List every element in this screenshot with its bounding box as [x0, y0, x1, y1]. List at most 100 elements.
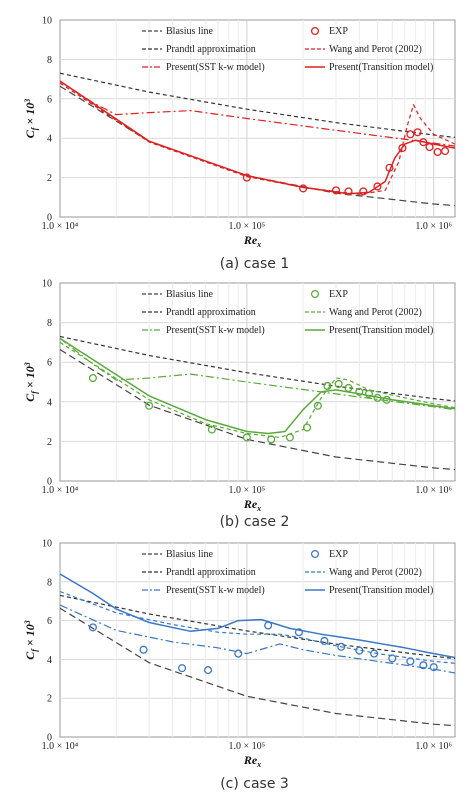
- y-tick-label: 10: [42, 279, 52, 290]
- y-tick-label: 8: [47, 318, 52, 329]
- y-axis-label: Cf × 103: [23, 362, 39, 402]
- y-tick-label: 10: [42, 16, 52, 27]
- exp-marker: [313, 401, 322, 410]
- exp-marker: [406, 130, 415, 139]
- legend-entry: Present(SST k-w model): [166, 325, 265, 336]
- chart-panel-1: 0 2 4 6 8 10 1.0 × 10⁴ 1.0 × 10⁵ 1.0 × 10⁶ Cf × 1…: [23, 16, 456, 272]
- x-tick-label: 1.0 × 10⁵: [229, 221, 266, 232]
- legend-entry: Present(SST k-w model): [166, 62, 265, 73]
- series-line-blasius-line: [60, 348, 455, 471]
- y-tick-label: 8: [47, 55, 52, 66]
- panel-caption: (a) case 1: [220, 256, 290, 272]
- exp-marker: [364, 389, 373, 398]
- x-tick-label: 1.0 × 10⁴: [42, 485, 79, 496]
- y-tick-label: 6: [47, 358, 52, 369]
- exp-marker: [382, 395, 391, 404]
- x-tick-label: 1.0 × 10⁴: [42, 741, 79, 752]
- series-line-present-transition-model: [60, 80, 455, 195]
- exp-marker: [429, 663, 438, 672]
- series-line-blasius-line: [60, 607, 455, 727]
- x-tick-label: 1.0 × 10⁶: [415, 485, 452, 496]
- exp-marker: [234, 649, 243, 658]
- exp-marker: [139, 645, 148, 654]
- exp-marker: [207, 425, 216, 434]
- exp-marker: [433, 147, 442, 157]
- exp-marker: [285, 433, 294, 442]
- exp-marker: [323, 381, 332, 391]
- x-axis-label: Rex: [243, 233, 261, 249]
- exp-marker: [373, 182, 382, 191]
- x-tick-label: 1.0 × 10⁶: [415, 221, 452, 232]
- legend-entry: Wang and Perot (2002): [329, 44, 422, 55]
- legend: Blasius line EXP Prandtl approximation Wang…: [142, 289, 433, 336]
- exp-marker: [406, 657, 415, 666]
- exp-marker: [385, 163, 394, 172]
- x-axis-label: Rex: [243, 753, 261, 769]
- legend-entry: Prandtl approximation: [166, 567, 256, 578]
- x-tick-label: 1.0 × 10⁵: [229, 485, 266, 496]
- legend-entry: Prandtl approximation: [166, 44, 256, 55]
- legend-entry: Present(Transition model): [329, 585, 433, 596]
- legend-entry: EXP: [329, 289, 348, 300]
- x-tick-label: 1.0 × 10⁴: [42, 221, 79, 232]
- legend-entry: Blasius line: [166, 289, 214, 300]
- series-line-present-transition-model: [60, 573, 455, 659]
- plot-frame: [59, 19, 456, 218]
- y-tick-label: 6: [47, 616, 52, 627]
- x-tick-label: 1.0 × 10⁶: [415, 741, 452, 752]
- exp-marker: [370, 649, 379, 658]
- exp-marker: [359, 187, 368, 196]
- chart-panel-3: 0 2 4 6 8 10 1.0 × 10⁴ 1.0 × 10⁵ 1.0 × 10⁶ Cf × 1…: [23, 539, 456, 792]
- series-line-present-transition-model: [60, 337, 455, 435]
- legend-marker: [310, 289, 320, 299]
- y-tick-label: 4: [47, 397, 52, 408]
- exp-marker: [242, 173, 251, 182]
- y-tick-label: 0: [47, 213, 52, 224]
- y-tick-label: 2: [47, 694, 52, 705]
- exp-marker: [344, 187, 353, 196]
- legend-entry: EXP: [329, 26, 348, 37]
- y-tick-label: 0: [47, 477, 52, 488]
- panel-caption: (b) case 2: [220, 514, 290, 530]
- x-tick-label: 1.0 × 10⁵: [229, 741, 266, 752]
- series-line-wang-and-perot-2002: [60, 82, 455, 195]
- y-tick-label: 0: [47, 733, 52, 744]
- y-axis-label: Cf × 103: [23, 99, 39, 139]
- exp-marker: [145, 401, 154, 410]
- exp-marker: [388, 654, 397, 663]
- legend-entry: Wang and Perot (2002): [329, 307, 422, 318]
- exp-marker: [204, 666, 213, 675]
- series-group: [60, 573, 455, 727]
- legend-entry: Prandtl approximation: [166, 307, 256, 318]
- exp-marker: [344, 383, 353, 392]
- exp-marker: [178, 664, 187, 673]
- legend-marker: [310, 26, 320, 36]
- exp-marker: [355, 646, 364, 655]
- y-tick-label: 2: [47, 437, 52, 448]
- exp-marker: [355, 387, 364, 396]
- panel-caption: (c) case 3: [220, 776, 289, 792]
- series-line-present-sst-k-w-model: [60, 604, 455, 674]
- exp-marker: [320, 636, 329, 646]
- legend-entry: Present(Transition model): [329, 325, 433, 336]
- legend-entry: Blasius line: [166, 26, 214, 37]
- plot-frame: [59, 542, 456, 738]
- y-tick-label: 4: [47, 134, 52, 145]
- exp-marker: [441, 146, 450, 156]
- legend-entry: Wang and Perot (2002): [329, 567, 422, 578]
- exp-marker: [419, 138, 428, 147]
- y-tick-label: 4: [47, 655, 52, 666]
- exp-marker: [334, 379, 343, 389]
- x-axis-label: Rex: [243, 497, 261, 513]
- legend: Blasius line EXP Prandtl approximation Wang…: [142, 549, 433, 596]
- y-tick-label: 2: [47, 173, 52, 184]
- exp-marker: [88, 623, 97, 632]
- y-tick-label: 6: [47, 94, 52, 105]
- exp-marker: [331, 186, 341, 195]
- exp-marker: [373, 393, 382, 402]
- legend: Blasius line EXP Prandtl approximation Wang…: [142, 26, 433, 73]
- exp-marker: [264, 621, 273, 630]
- y-tick-label: 8: [47, 577, 52, 588]
- series-line-present-sst-k-w-model: [60, 337, 455, 411]
- legend-entry: Present(SST k-w model): [166, 585, 265, 596]
